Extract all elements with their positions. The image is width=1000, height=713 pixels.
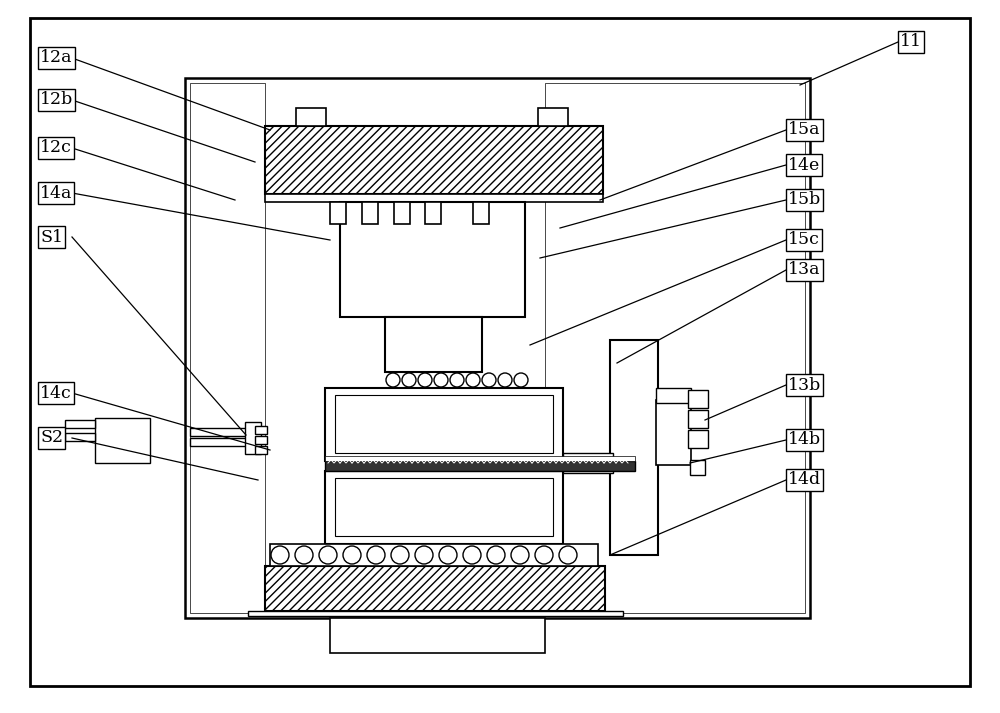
Bar [265,566,605,611]
Circle shape [418,373,432,387]
Text: 14a: 14a [40,185,72,202]
Bar [190,83,265,613]
Text: 14b: 14b [788,431,821,448]
Bar [330,202,346,224]
Bar [362,202,378,224]
Bar [190,428,260,436]
Text: 14d: 14d [788,471,821,488]
Text: 12c: 12c [40,140,72,156]
Bar [690,460,705,475]
Bar [330,618,545,653]
Bar [270,544,598,566]
Text: 15c: 15c [788,232,820,249]
Bar [473,202,489,224]
Bar [65,433,95,441]
Bar [296,108,326,126]
Bar [656,388,691,403]
Circle shape [450,373,464,387]
Bar [95,418,150,463]
Circle shape [514,373,528,387]
Text: 12a: 12a [40,49,72,66]
Circle shape [295,546,313,564]
Text: 15a: 15a [788,121,820,138]
Circle shape [415,546,433,564]
Circle shape [343,546,361,564]
Circle shape [319,546,337,564]
Bar [245,422,261,454]
Circle shape [466,373,480,387]
Circle shape [439,546,457,564]
Bar [265,194,603,202]
Bar [190,438,260,446]
Circle shape [559,546,577,564]
Text: 11: 11 [900,34,922,51]
Bar [265,126,603,194]
Circle shape [271,546,289,564]
Circle shape [402,373,416,387]
Bar [563,455,618,470]
Circle shape [386,373,400,387]
Bar [248,611,623,616]
Bar [688,410,708,428]
Text: 15b: 15b [788,192,821,208]
Circle shape [487,546,505,564]
Bar [65,420,95,428]
Text: 13b: 13b [788,376,821,394]
Text: 14c: 14c [40,384,72,401]
Bar [385,317,482,372]
Circle shape [482,373,496,387]
Text: 13a: 13a [788,262,820,279]
Bar [190,83,265,613]
Bar [255,426,267,434]
Bar [563,453,613,473]
Bar [325,456,635,461]
Text: 12b: 12b [40,91,73,108]
Bar [335,478,553,536]
Bar [545,83,805,613]
Text: 14e: 14e [788,156,820,173]
Bar [255,446,267,454]
Circle shape [498,373,512,387]
Circle shape [463,546,481,564]
Text: S1: S1 [40,228,63,245]
Bar [394,202,410,224]
Bar [656,400,691,465]
Bar [325,461,635,471]
Circle shape [367,546,385,564]
Bar [255,436,267,444]
Bar [340,202,525,317]
Bar [185,78,810,618]
Bar [335,395,553,453]
Circle shape [434,373,448,387]
Bar [538,108,568,126]
Bar [325,471,563,544]
Bar [610,340,658,555]
Circle shape [511,546,529,564]
Bar [545,83,805,613]
Circle shape [391,546,409,564]
Bar [325,388,563,461]
Bar [425,202,441,224]
Circle shape [535,546,553,564]
Bar [688,390,708,408]
Text: S2: S2 [40,429,63,446]
Bar [688,430,708,448]
